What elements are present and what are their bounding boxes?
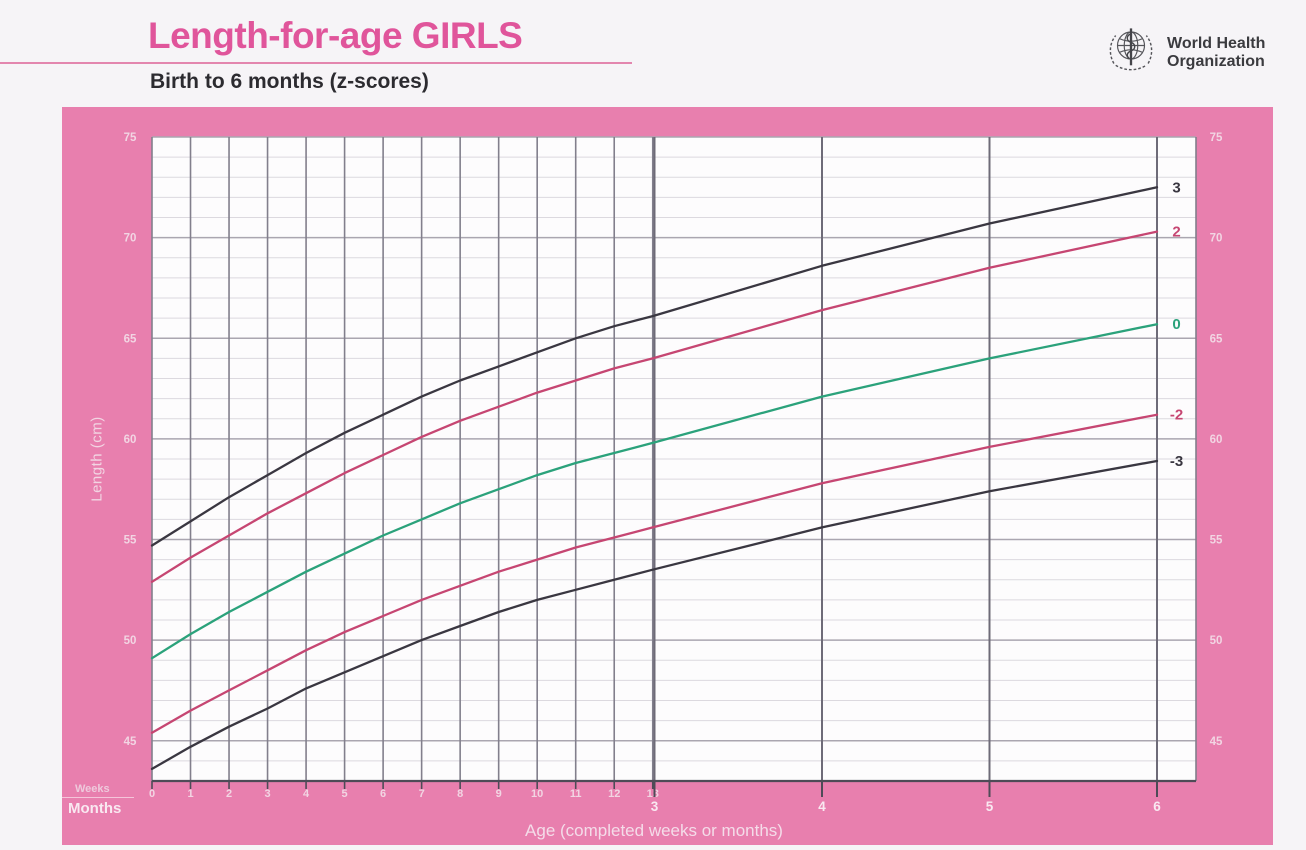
week-tick-label: 3 <box>264 788 270 800</box>
y-tick-label-left: 50 <box>124 635 137 647</box>
y-tick-label-left: 70 <box>124 233 137 245</box>
weeks-scale-label: Weeks <box>75 783 110 795</box>
week-tick-label: 10 <box>531 788 543 800</box>
week-tick-label: 13 <box>647 788 659 800</box>
page-title: Length-for-age GIRLS <box>148 15 523 56</box>
zscore-curve--2 <box>150 413 1159 734</box>
zscore-label-2: 2 <box>1172 224 1180 241</box>
week-tick-label: 11 <box>570 788 582 800</box>
week-tick-label: 5 <box>342 788 348 800</box>
y-tick-label-left: 75 <box>124 132 137 144</box>
zscore-label--2: -2 <box>1170 407 1183 424</box>
week-tick-label: 1 <box>187 788 193 800</box>
week-tick-label: 12 <box>608 788 620 800</box>
y-tick-label-right: 70 <box>1210 233 1223 245</box>
month-tick-label: 4 <box>818 799 826 814</box>
y-tick-label-left: 65 <box>124 333 137 345</box>
chart-panel: 0 1 2 3 4 5 6 7 8 9 10 11 12 13 3 4 5 6 3 2 0 -2 -3 75 75 70 70 65 6… <box>62 107 1273 845</box>
weeks-months-separator <box>62 797 134 798</box>
zscore-curve-0 <box>150 323 1159 660</box>
week-tick-label: 6 <box>380 788 386 800</box>
y-axis-title: Length (cm) <box>88 416 106 502</box>
zscore-curve--3 <box>150 459 1159 771</box>
zscore-curve-2 <box>150 230 1159 583</box>
month-tick-label: 5 <box>986 799 994 814</box>
page-subtitle: Birth to 6 months (z-scores) <box>150 70 429 93</box>
month-tick-label: 3 <box>651 799 659 814</box>
title-underline <box>0 62 632 64</box>
zscore-curve-3 <box>150 186 1159 547</box>
zscore-label-0: 0 <box>1172 316 1180 333</box>
who-logo-line2: Organization <box>1167 52 1265 70</box>
months-scale-label: Months <box>68 800 122 817</box>
week-tick-label: 9 <box>496 788 502 800</box>
y-tick-label-right: 75 <box>1210 132 1223 144</box>
who-logo-text: World Health Organization <box>1167 35 1265 71</box>
y-tick-label-left: 60 <box>124 434 137 446</box>
week-tick-label: 0 <box>149 788 155 800</box>
y-tick-label-right: 65 <box>1210 333 1223 345</box>
y-tick-label-right: 50 <box>1210 635 1223 647</box>
y-tick-label-right: 45 <box>1210 736 1223 748</box>
month-tick-label: 6 <box>1153 799 1161 814</box>
week-tick-label: 7 <box>419 788 425 800</box>
zscore-label--3: -3 <box>1170 453 1183 470</box>
who-emblem-icon <box>1104 22 1158 83</box>
week-tick-label: 8 <box>457 788 463 800</box>
zscore-label-3: 3 <box>1172 179 1180 196</box>
y-tick-label-left: 55 <box>124 535 137 547</box>
week-tick-label: 4 <box>303 788 310 800</box>
week-tick-label: 2 <box>226 788 232 800</box>
y-tick-label-left: 45 <box>124 736 137 748</box>
x-axis-title: Age (completed weeks or months) <box>525 821 783 840</box>
who-logo-line1: World Health <box>1167 34 1266 52</box>
y-tick-label-right: 60 <box>1210 434 1223 446</box>
y-tick-label-right: 55 <box>1210 535 1223 547</box>
who-logo: World Health Organization <box>1104 22 1265 83</box>
